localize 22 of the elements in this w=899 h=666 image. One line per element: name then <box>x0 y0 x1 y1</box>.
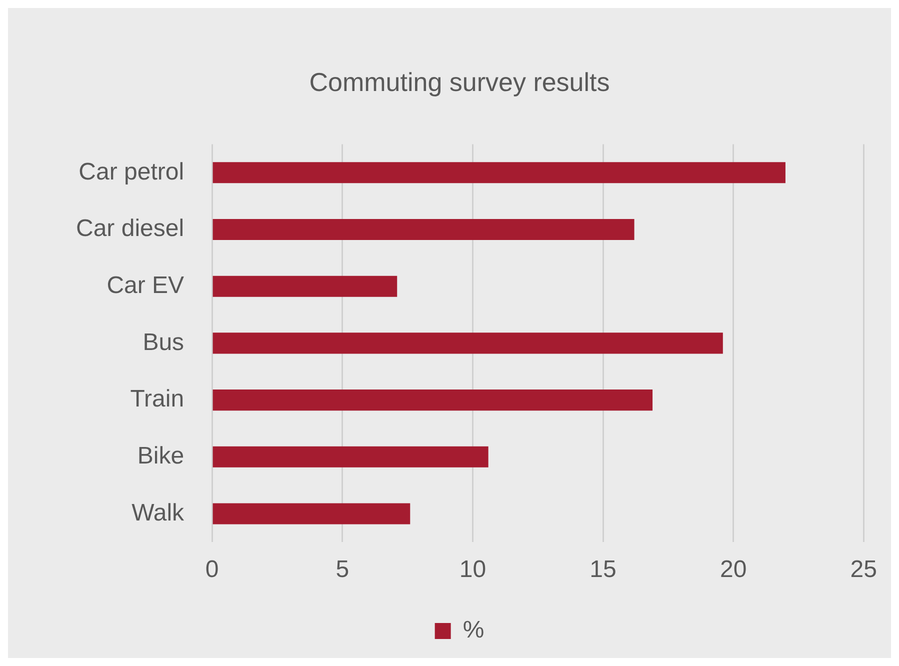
x-tick-label: 0 <box>205 556 219 584</box>
y-tick-label: Car diesel <box>76 215 184 242</box>
y-tick-label: Walk <box>132 499 186 526</box>
x-tick-label: 20 <box>720 556 747 584</box>
y-tick-label: Car EV <box>106 272 184 299</box>
bar <box>212 390 653 411</box>
chart-title: Commuting survey results <box>309 66 610 97</box>
y-tick-label: Train <box>130 386 184 413</box>
x-tick-label: 25 <box>850 556 878 584</box>
y-tick-label: Bus <box>142 328 184 356</box>
bar <box>212 332 723 354</box>
bar <box>212 446 488 468</box>
x-tick-label: 10 <box>459 556 486 584</box>
x-tick-label: 5 <box>336 556 350 584</box>
y-tick-label: Car petrol <box>78 158 184 186</box>
legend-label: % <box>462 616 484 644</box>
x-tick-label: 15 <box>590 556 616 584</box>
bar <box>212 218 634 240</box>
bar <box>212 276 398 297</box>
y-tick-label: Bike <box>137 442 184 470</box>
bar <box>212 503 410 524</box>
bar <box>212 162 786 184</box>
